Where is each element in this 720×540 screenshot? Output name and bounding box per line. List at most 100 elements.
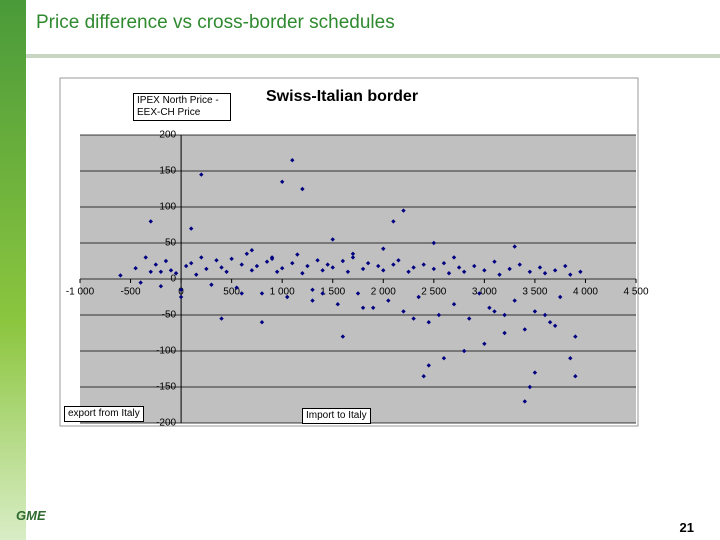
- point: [552, 323, 558, 328]
- point: [537, 265, 543, 270]
- point: [148, 269, 153, 274]
- y-tick-label: 150: [159, 166, 176, 177]
- point: [153, 262, 159, 267]
- point: [290, 260, 295, 266]
- point: [249, 268, 255, 273]
- point: [401, 208, 406, 213]
- point: [507, 266, 512, 272]
- point: [456, 265, 462, 270]
- point: [568, 356, 573, 361]
- point: [350, 251, 356, 256]
- title-rule: [26, 54, 720, 58]
- point: [573, 334, 578, 339]
- point: [421, 374, 426, 379]
- point: [285, 294, 290, 300]
- point: [532, 309, 538, 314]
- point: [492, 309, 497, 314]
- point: [219, 265, 224, 270]
- x-tick-label: 0: [178, 287, 184, 298]
- point: [391, 219, 396, 224]
- chart-title: Swiss-Italian border: [266, 88, 419, 105]
- point: [527, 384, 533, 390]
- point: [487, 305, 492, 310]
- point: [522, 399, 527, 404]
- point: [279, 179, 285, 184]
- point: [568, 272, 573, 277]
- point: [482, 341, 487, 346]
- point: [446, 271, 452, 276]
- point: [259, 320, 265, 325]
- point: [138, 280, 143, 285]
- point: [441, 260, 447, 266]
- point: [360, 305, 366, 310]
- point: [325, 262, 330, 267]
- point: [295, 252, 300, 257]
- point: [300, 271, 305, 276]
- point: [360, 266, 366, 272]
- point: [512, 298, 517, 303]
- point: [578, 269, 583, 274]
- point: [244, 251, 249, 256]
- point: [436, 312, 442, 318]
- y-tick-label: -200: [156, 418, 176, 429]
- point: [365, 260, 371, 266]
- point: [461, 269, 467, 274]
- point: [547, 320, 553, 325]
- point: [259, 291, 265, 296]
- point: [340, 334, 346, 339]
- point: [563, 263, 568, 269]
- point: [264, 259, 270, 264]
- x-tick-label: 500: [223, 287, 240, 298]
- point: [386, 298, 391, 303]
- point: [178, 294, 184, 300]
- y-axis-label: IPEX North Price - EEX-CH Price: [133, 93, 231, 121]
- point: [477, 291, 482, 296]
- point: [467, 316, 472, 321]
- point: [451, 302, 457, 307]
- page-title: Price difference vs cross-border schedul…: [36, 12, 395, 33]
- y-tick-label: -50: [162, 310, 177, 321]
- point: [472, 263, 477, 269]
- point: [441, 356, 447, 361]
- y-tick-label: 50: [165, 238, 177, 249]
- point: [300, 186, 305, 192]
- point: [512, 244, 517, 249]
- point: [168, 268, 174, 273]
- point: [158, 284, 164, 289]
- point: [416, 294, 421, 300]
- point: [315, 258, 320, 263]
- x-tick-label: 1 000: [270, 287, 295, 298]
- point: [376, 263, 381, 269]
- point: [320, 268, 325, 273]
- point: [143, 255, 148, 260]
- point: [234, 285, 239, 290]
- point: [461, 348, 467, 354]
- x-label-right: Import to Italy: [302, 408, 371, 424]
- point: [209, 282, 214, 287]
- point: [431, 240, 437, 246]
- point: [426, 363, 431, 368]
- y-tick-label: -150: [156, 382, 176, 393]
- point: [199, 172, 204, 177]
- y-tick-label: 0: [171, 274, 177, 285]
- point: [148, 219, 153, 224]
- point: [542, 312, 548, 318]
- logo: GME: [16, 508, 46, 523]
- point: [178, 287, 184, 292]
- point: [381, 268, 386, 273]
- page-number: 21: [679, 520, 694, 535]
- point: [305, 263, 310, 269]
- point: [249, 248, 255, 253]
- point: [355, 291, 361, 296]
- x-tick-label: -500: [121, 287, 141, 298]
- point: [189, 226, 194, 231]
- point: [426, 320, 431, 325]
- point: [552, 268, 558, 273]
- point: [133, 266, 138, 271]
- point: [406, 269, 411, 274]
- y-tick-label: -100: [156, 346, 176, 357]
- point: [183, 263, 189, 269]
- point: [239, 262, 244, 267]
